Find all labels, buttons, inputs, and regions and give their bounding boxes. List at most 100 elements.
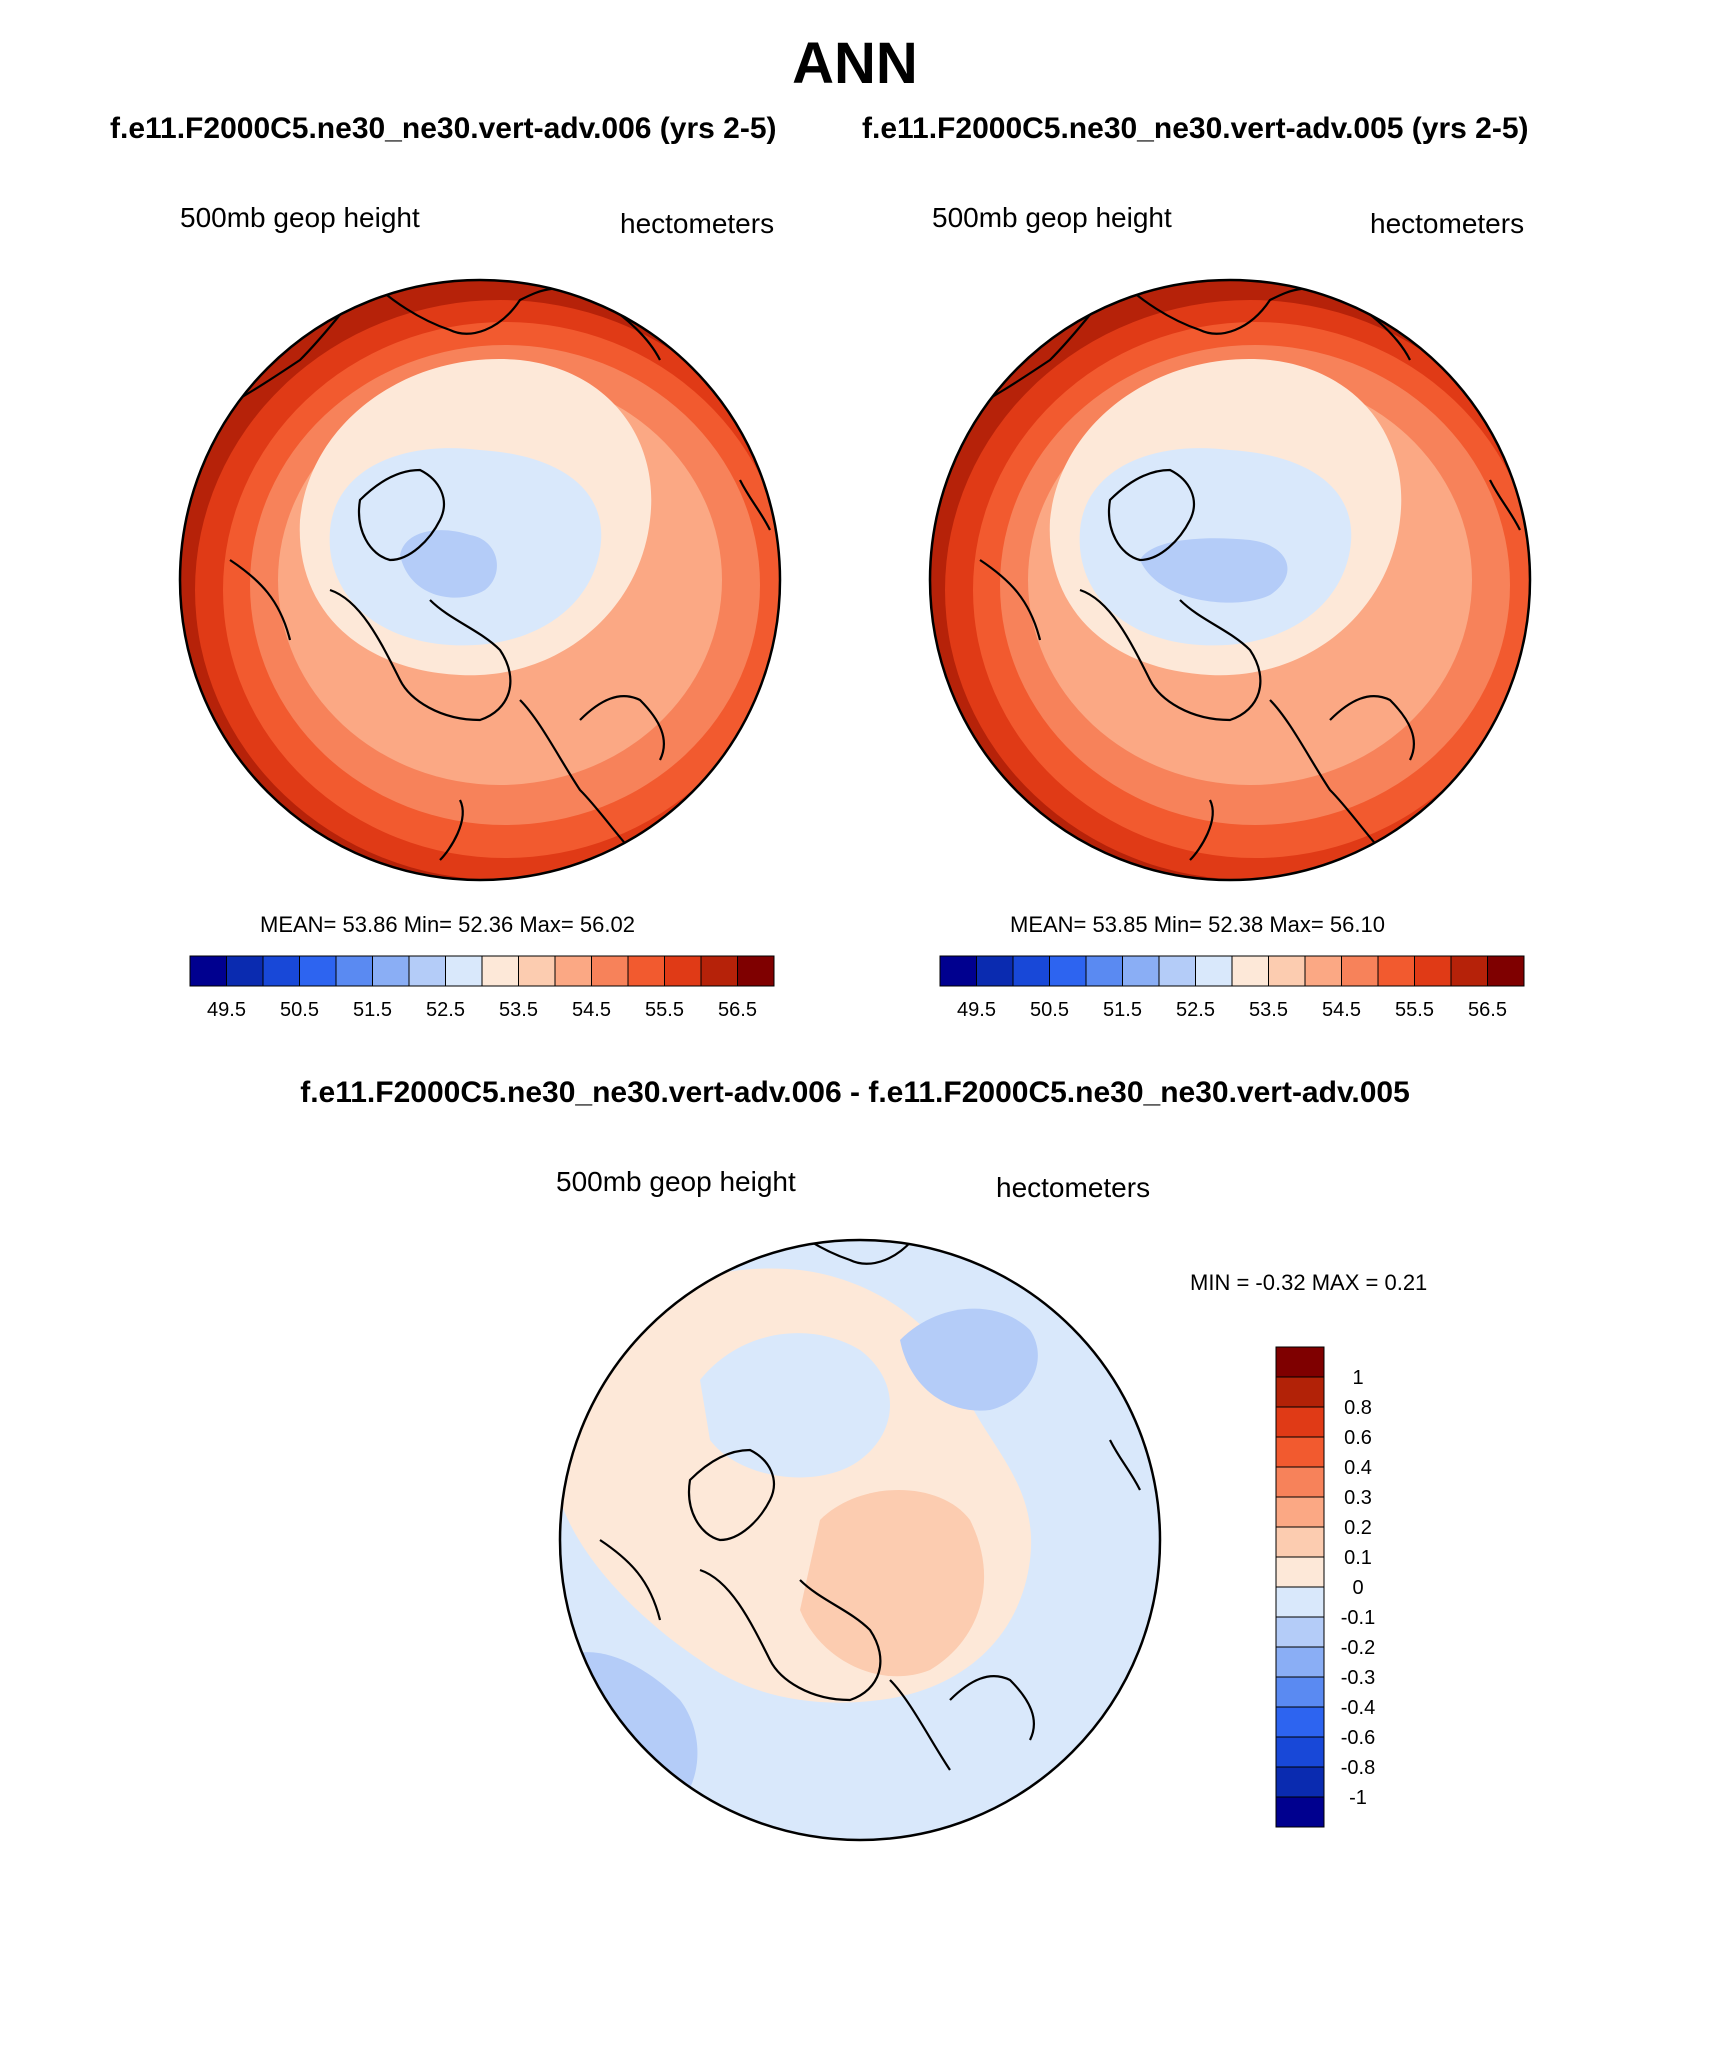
colorbar-tick-label: 0.4 — [1344, 1457, 1372, 1479]
panel1-stats: MEAN= 53.86 Min= 52.36 Max= 56.02 — [260, 912, 635, 938]
colorbar-tick-label: 50.5 — [280, 999, 319, 1021]
panel2-min-value: 52.38 — [1208, 912, 1264, 937]
colorbar-tick-label: 0 — [1352, 1577, 1363, 1599]
colorbar-box — [1377, 955, 1415, 987]
case-label-left: f.e11.F2000C5.ne30_ne30.vert-adv.006 (yr… — [110, 112, 777, 145]
colorbar-tick-label: 51.5 — [1103, 999, 1142, 1021]
colorbar-difference: 1 0.8 0.6 0.4 0.3 0.2 0.1 0 -0.1 -0.2 -0.3 -0.4 -0.6… — [1275, 1346, 1375, 1828]
colorbar-tick-label: -0.8 — [1341, 1757, 1375, 1779]
colorbar-tick-label: -0.3 — [1341, 1667, 1375, 1689]
colorbar-box — [1012, 955, 1050, 987]
panel1-mean-value: 53.86 — [342, 912, 398, 937]
colorbar-box — [189, 955, 227, 987]
diff-near-zero-region — [700, 1333, 890, 1478]
panel2-mean-value: 53.85 — [1092, 912, 1148, 937]
colorbar-tick-label: 55.5 — [645, 999, 684, 1021]
colorbar-tick-label: 49.5 — [207, 999, 246, 1021]
colorbar-box — [518, 955, 556, 987]
diff-variable-label: 500mb geop height — [556, 1166, 796, 1197]
colorbar-box — [1275, 1346, 1325, 1378]
colorbar-left: 49.5 50.5 51.5 52.5 53.5 54.5 55.5 56.5 — [189, 955, 775, 1021]
colorbar-box — [1085, 955, 1123, 987]
colorbar-box — [372, 955, 410, 987]
colorbar-box — [554, 955, 592, 987]
map-border — [558, 1238, 1162, 1842]
panel2-min-label: Min= — [1153, 912, 1203, 937]
colorbar-box — [976, 955, 1014, 987]
colorbar-box — [299, 955, 337, 987]
colorbar-tick-label: 54.5 — [572, 999, 611, 1021]
panel2-units-label: hectometers — [1370, 208, 1525, 239]
colorbar-box — [1275, 1436, 1325, 1468]
colorbar-box — [226, 955, 264, 987]
panel1-max-value: 56.02 — [579, 912, 635, 937]
panel1-min-value: 52.36 — [458, 912, 514, 937]
colorbar-box — [335, 955, 373, 987]
polar-map-left — [178, 278, 782, 882]
colorbar-box — [700, 955, 738, 987]
colorbar-box — [1275, 1796, 1325, 1828]
colorbar-tick-label: 0.8 — [1344, 1397, 1372, 1419]
colorbar-box — [1195, 955, 1233, 987]
map-border — [178, 278, 782, 882]
colorbar-box — [1304, 955, 1342, 987]
map-border — [928, 278, 1532, 882]
colorbar-box — [737, 955, 775, 987]
diff-min-label: MIN = — [1190, 1270, 1250, 1295]
colorbar-tick-label: 50.5 — [1030, 999, 1069, 1021]
colorbar-box — [1275, 1586, 1325, 1618]
diff-min-value: -0.32 — [1255, 1270, 1306, 1295]
contour-52.5 — [400, 530, 497, 598]
colorbar-tick-label: 0.6 — [1344, 1427, 1372, 1449]
polar-map-difference — [558, 1238, 1162, 1842]
colorbar-tick-label: 55.5 — [1395, 999, 1434, 1021]
colorbar-right: 49.5 50.5 51.5 52.5 53.5 54.5 55.5 56.5 — [939, 955, 1525, 1021]
panel2-max-label: Max= — [1269, 912, 1324, 937]
colorbar-box — [1275, 1736, 1325, 1768]
diff-0.2-region — [800, 1490, 985, 1677]
colorbar-box — [1487, 955, 1525, 987]
colorbar-box — [1450, 955, 1488, 987]
panel1-mean-label: MEAN= — [260, 912, 337, 937]
colorbar-box — [1275, 1676, 1325, 1708]
colorbar-box — [481, 955, 519, 987]
colorbar-tick-label: 53.5 — [1249, 999, 1288, 1021]
panel2-mean-label: MEAN= — [1010, 912, 1087, 937]
diff-minus-0.1-region — [1050, 1560, 1130, 1712]
colorbar-box — [1122, 955, 1160, 987]
colorbar-box — [262, 955, 300, 987]
colorbar-box — [1275, 1646, 1325, 1678]
colorbar-tick-label: 53.5 — [499, 999, 538, 1021]
panel1-max-label: Max= — [519, 912, 574, 937]
diff-units-label: hectometers — [996, 1172, 1151, 1203]
colorbar-tick-label: -0.6 — [1341, 1727, 1375, 1749]
colorbar-tick-label: 0.3 — [1344, 1487, 1372, 1509]
diff-max-label: MAX = — [1311, 1270, 1379, 1295]
colorbar-box — [1158, 955, 1196, 987]
panel1-units-label: hectometers — [620, 208, 775, 239]
contour-52.5 — [1140, 538, 1288, 603]
colorbar-box — [939, 955, 977, 987]
colorbar-box — [445, 955, 483, 987]
diff-max-value: 0.21 — [1384, 1270, 1428, 1295]
colorbar-box — [1049, 955, 1087, 987]
colorbar-tick-label: 49.5 — [957, 999, 996, 1021]
colorbar-box — [1275, 1376, 1325, 1408]
diff-minus-0.2-region — [900, 1308, 1038, 1411]
colorbar-tick-label: 52.5 — [1176, 999, 1215, 1021]
panel1-variable-label: 500mb geop height — [180, 202, 420, 233]
colorbar-tick-label: 0.1 — [1344, 1547, 1372, 1569]
colorbar-box — [1275, 1556, 1325, 1588]
colorbar-box — [627, 955, 665, 987]
colorbar-box — [1275, 1616, 1325, 1648]
case-label-right: f.e11.F2000C5.ne30_ne30.vert-adv.005 (yr… — [862, 112, 1529, 145]
page-title: ANN — [792, 31, 918, 96]
colorbar-box — [1275, 1706, 1325, 1738]
colorbar-tick-label: -0.4 — [1341, 1697, 1375, 1719]
colorbar-box — [408, 955, 446, 987]
colorbar-tick-label: -0.1 — [1341, 1607, 1375, 1629]
panel2-max-value: 56.10 — [1329, 912, 1385, 937]
polar-map-right — [928, 278, 1532, 882]
colorbar-tick-label: 56.5 — [1468, 999, 1507, 1021]
